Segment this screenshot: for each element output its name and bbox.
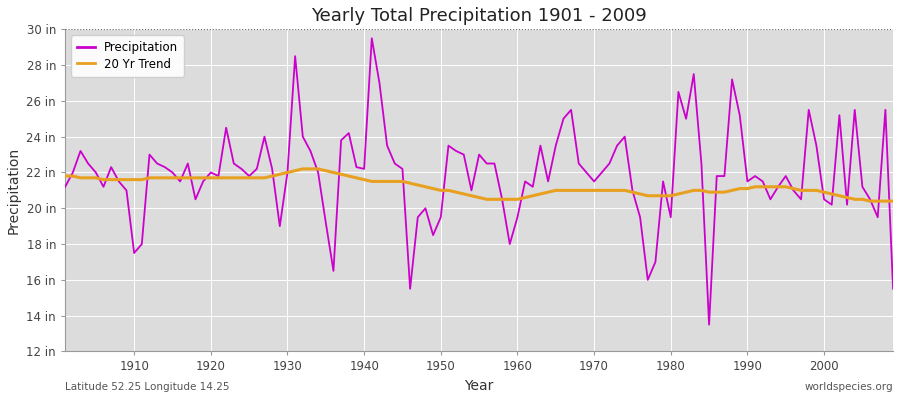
Title: Yearly Total Precipitation 1901 - 2009: Yearly Total Precipitation 1901 - 2009 <box>311 7 647 25</box>
X-axis label: Year: Year <box>464 379 494 393</box>
Text: worldspecies.org: worldspecies.org <box>805 382 893 392</box>
Text: Latitude 52.25 Longitude 14.25: Latitude 52.25 Longitude 14.25 <box>65 382 230 392</box>
Y-axis label: Precipitation: Precipitation <box>7 147 21 234</box>
Legend: Precipitation, 20 Yr Trend: Precipitation, 20 Yr Trend <box>71 35 184 76</box>
